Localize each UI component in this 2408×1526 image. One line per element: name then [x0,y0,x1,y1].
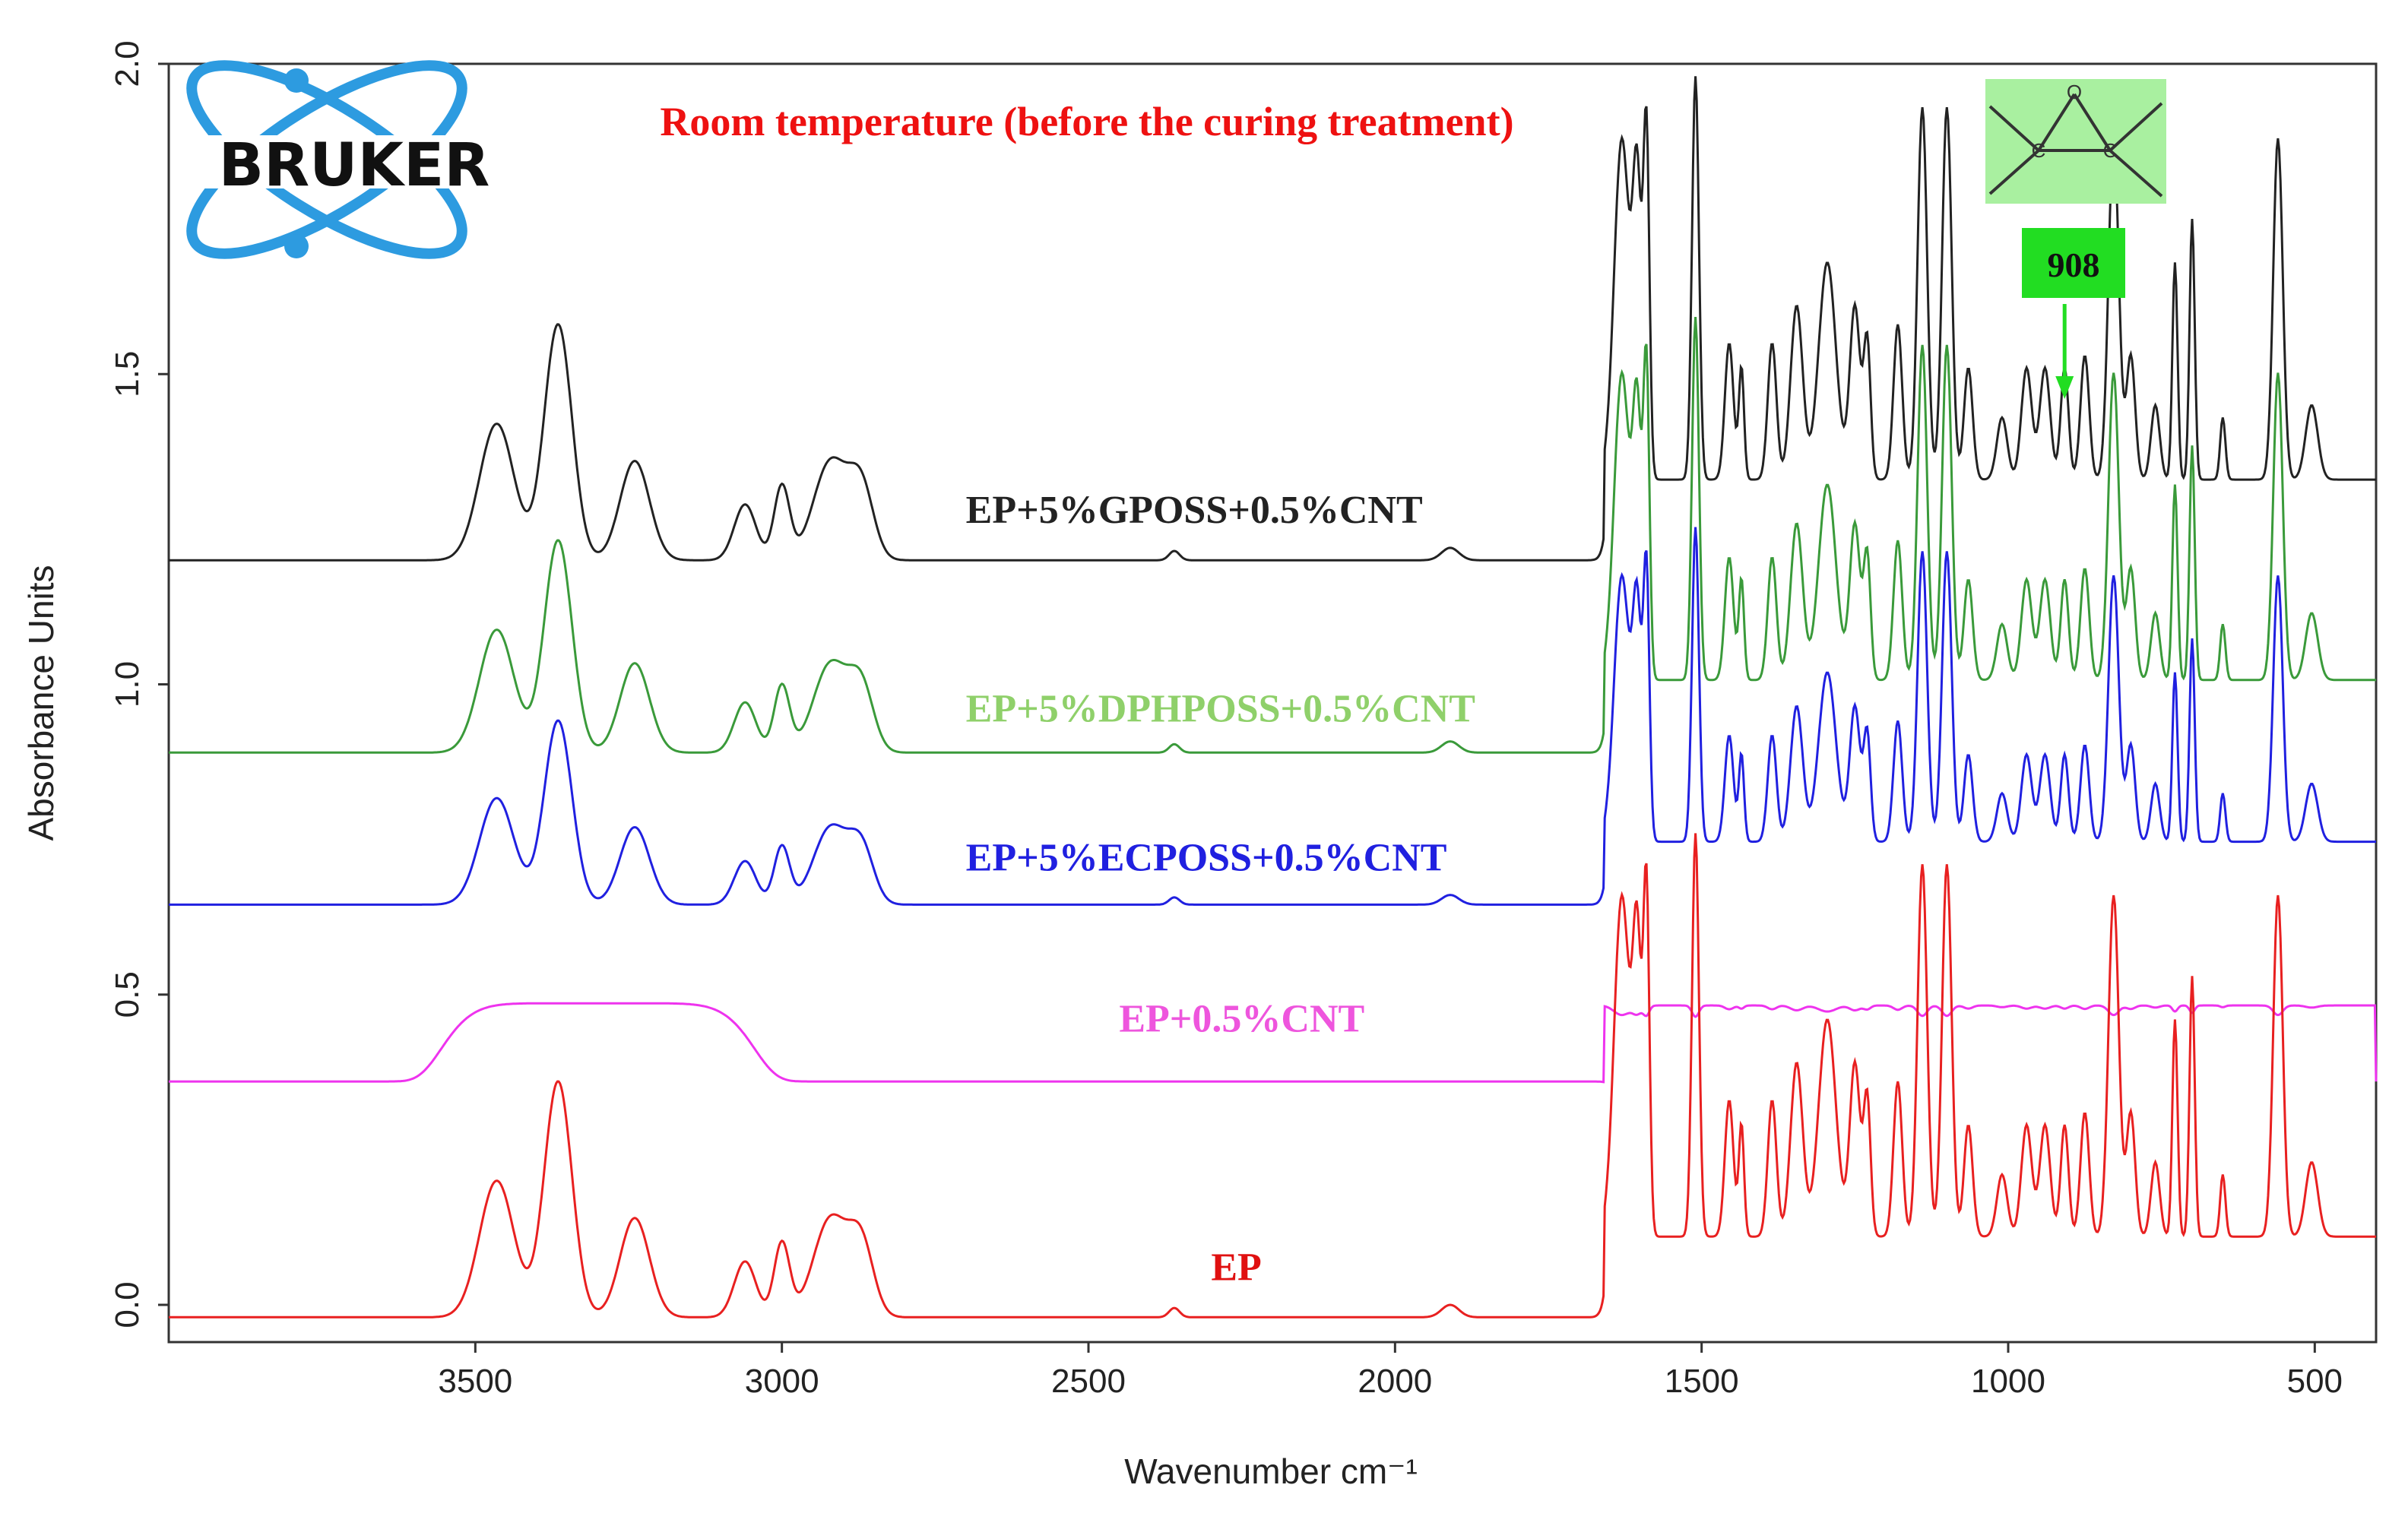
series-layer [169,76,2378,1319]
molecule-bond [2109,102,2163,152]
x-tick-label: 3000 [745,1363,819,1400]
molecule-bond [1988,149,2040,195]
series-line [169,833,2376,1319]
logo-text: BRUKER [219,131,490,200]
logo-dot-top [284,68,309,93]
peak-annotation-908: 908 [2022,228,2125,399]
y-tick-label: 0.0 [109,1281,146,1328]
x-tick-label: 1000 [1971,1363,2045,1400]
y-tick-label: 2.0 [109,40,146,87]
series-label-layer: EP+5%GPOSS+0.5%CNT EP+5%DPHPOSS+0.5%CNT EP… [966,489,1475,1289]
molecule-background [1985,79,2166,204]
x-axis-title: Wavenumber cm⁻¹ [1124,1452,1418,1491]
annotation-label: 908 [2048,245,2100,284]
x-tick-label: 2000 [1358,1363,1432,1400]
y-tick-label: 1.5 [109,351,146,397]
x-tick-label: 500 [2287,1363,2343,1400]
molecule-atom-carbon-left: C [2032,139,2046,162]
x-tick-label: 3500 [438,1363,512,1400]
x-tick-label: 2500 [1051,1363,1126,1400]
series-label: EP [1211,1246,1261,1289]
plot-area-frame [167,62,2378,1344]
series-label: EP+0.5%CNT [1119,998,1364,1041]
molecule-atom-carbon-right: C [2103,139,2118,162]
annotation-badge [2022,228,2125,298]
series-line [169,1002,2378,1084]
x-axis: 3500 3000 2500 2000 1500 1000 500 [438,1342,2343,1400]
molecule-bond [2109,149,2163,198]
logo-text-backdrop [173,135,535,188]
series-label: EP+5%DPHPOSS+0.5%CNT [966,687,1475,730]
y-tick-label: 0.5 [109,971,146,1018]
series-label: EP+5%ECPOSS+0.5%CNT [966,836,1447,879]
logo-orbit-1 [186,60,467,259]
series-line [169,317,2376,754]
y-axis-title: Absorbance Units [21,565,61,841]
logo-dot-bottom [284,234,309,258]
annotation-arrow-head [2055,376,2074,399]
chart-title: Room temperature (before the curing trea… [660,99,1513,144]
bruker-logo: BRUKER [173,60,535,259]
molecule-atom-oxygen: O [2067,81,2082,103]
logo-orbit-2 [186,60,467,259]
y-tick-label: 1.0 [109,661,146,708]
molecule-bond [2037,93,2076,152]
series-label: EP+5%GPOSS+0.5%CNT [966,489,1423,532]
molecule-bond [1988,105,2040,152]
x-tick-label: 1500 [1665,1363,1739,1400]
series-line [169,527,2376,906]
epoxide-molecule-inset: O C C [1985,79,2166,204]
molecule-bond [2073,93,2112,152]
series-line [169,76,2376,562]
y-axis: 0.0 0.5 1.0 1.5 2.0 [109,40,169,1328]
